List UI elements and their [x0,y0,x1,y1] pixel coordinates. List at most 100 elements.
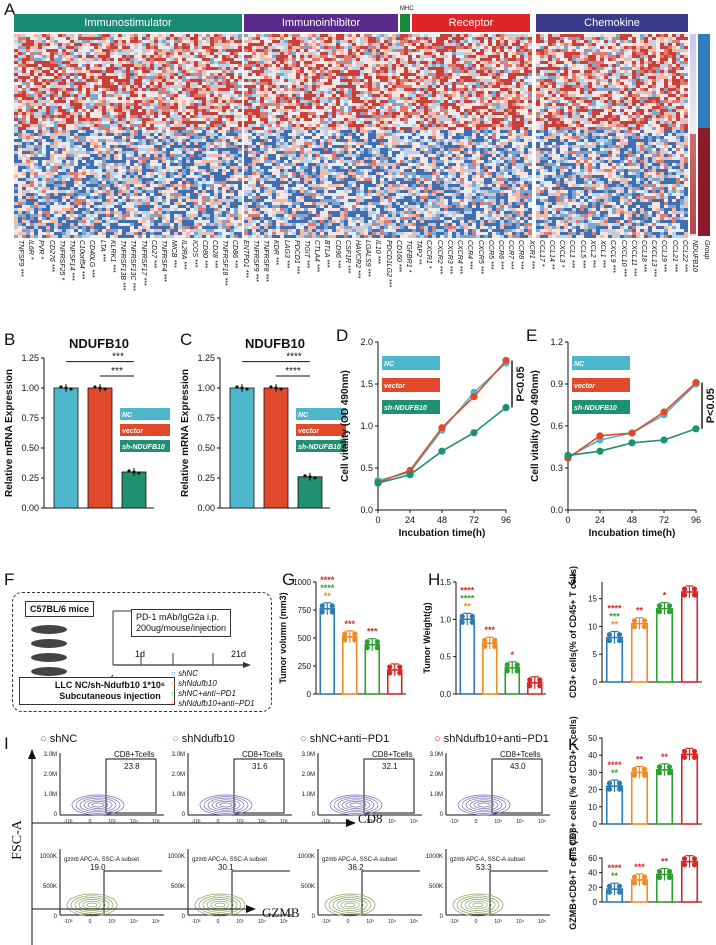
y-tick-label: 1000K [298,854,315,860]
gzmb-axis-label: GZMB [262,905,300,921]
data-point [352,637,357,642]
bar-vector [88,388,112,508]
flow-group-label: ○ shNC [40,733,77,745]
data-point [313,476,316,479]
contour [473,903,483,907]
contour [211,901,229,909]
data-point [235,385,238,388]
data-point [657,603,662,608]
data-point [667,875,672,880]
y-tick-label: 0.0 [550,505,563,515]
gate-value: 36.2 [348,863,364,872]
group-bar-tumor [698,128,710,236]
y-axis-label: Tumor volumn (mm3) [278,592,288,683]
contour [341,901,359,909]
contour [216,801,236,808]
x-tick-label: 48 [437,515,447,525]
data-point [69,387,72,390]
y-axis-label: Relative mRNA Expression [180,369,191,497]
y-tick-label: 0.0 [440,690,452,699]
data-point [607,632,612,637]
legend-label: vector [298,428,320,435]
data-point [527,683,532,688]
x-tick-label: 96 [691,515,701,525]
y-tick-label: 2.0M [302,772,315,778]
y-tick-label: 1.5 [360,379,373,389]
contour [83,901,101,909]
data-point [682,856,687,861]
y-tick-label: 500K [171,884,185,890]
y-tick-label: 0 [182,812,186,818]
y-axis-label: Cell vitality (OD 490nm) [340,370,351,482]
gate-label: CD8+Tcells [242,750,283,759]
x-tick-label: -10³ [64,919,73,925]
panel-label-k: K [568,735,579,755]
sig-label: **** [286,352,302,363]
legend-shnc: shNC [178,669,198,678]
gate-value: 30.1 [218,863,234,872]
data-point [320,603,325,608]
contour [457,896,499,914]
data-point [352,631,357,636]
x-tick-label: 24 [405,515,415,525]
data-point [127,469,130,472]
sig-star: *** [634,862,645,872]
data-point [515,662,520,667]
data-point [667,764,672,769]
x-tick-label: 10⁴ [130,919,138,925]
gate-line [490,871,548,915]
contour [345,903,355,907]
gate-value: 53.3 [476,863,492,872]
data-point [632,880,637,885]
contour [466,798,502,812]
contour [220,803,232,807]
sig-label: **** [285,366,301,377]
data-point [460,614,465,619]
x-tick-label: 10³ [236,919,244,925]
data-point [617,884,622,889]
y-tick-label: 0.75 [197,413,215,423]
day21-label: 21d [231,649,246,659]
y-tick-label: 3.0M [302,752,315,758]
y-tick-label: 0 [182,914,186,920]
data-point [632,624,637,629]
y-tick-label: 2.0M [44,772,57,778]
y-tick-label: 2.0 [360,337,373,347]
data-point [642,767,647,772]
series-point [660,436,667,443]
y-tick-label: 0.00 [21,503,39,513]
gate-value: 32.1 [382,762,398,771]
data-point [682,749,687,754]
y-tick-label: 1.5 [440,578,452,587]
data-point [470,620,475,625]
legend-label: vector [122,428,144,435]
panel-label-l: L [568,845,577,865]
x-tick-label: 0 [565,515,570,525]
y-tick-label: 0.50 [21,443,39,453]
flow-group-label: ○ shNC+anti−PD1 [300,733,389,745]
y-tick-label: 10 [588,622,597,631]
y-axis-label: Tumor Weight(g) [422,602,432,673]
data-point [240,386,243,389]
data-point [342,637,347,642]
panel-label-f: F [4,570,14,590]
data-point [692,592,697,597]
data-point [632,618,637,623]
data-point [607,890,612,895]
y-tick-label: 15 [588,595,597,604]
y-tick-label: 0.50 [197,443,215,453]
y-tick-label: 0 [440,914,444,920]
sig-star: * [663,591,667,601]
y-tick-label: 0.9 [550,379,563,389]
sig-star: ** [611,871,619,881]
data-point [492,638,497,643]
y-tick-label: 1.25 [197,353,215,363]
heatmap [0,0,716,240]
data-point [657,770,662,775]
data-point [682,862,687,867]
series-point [470,393,477,400]
